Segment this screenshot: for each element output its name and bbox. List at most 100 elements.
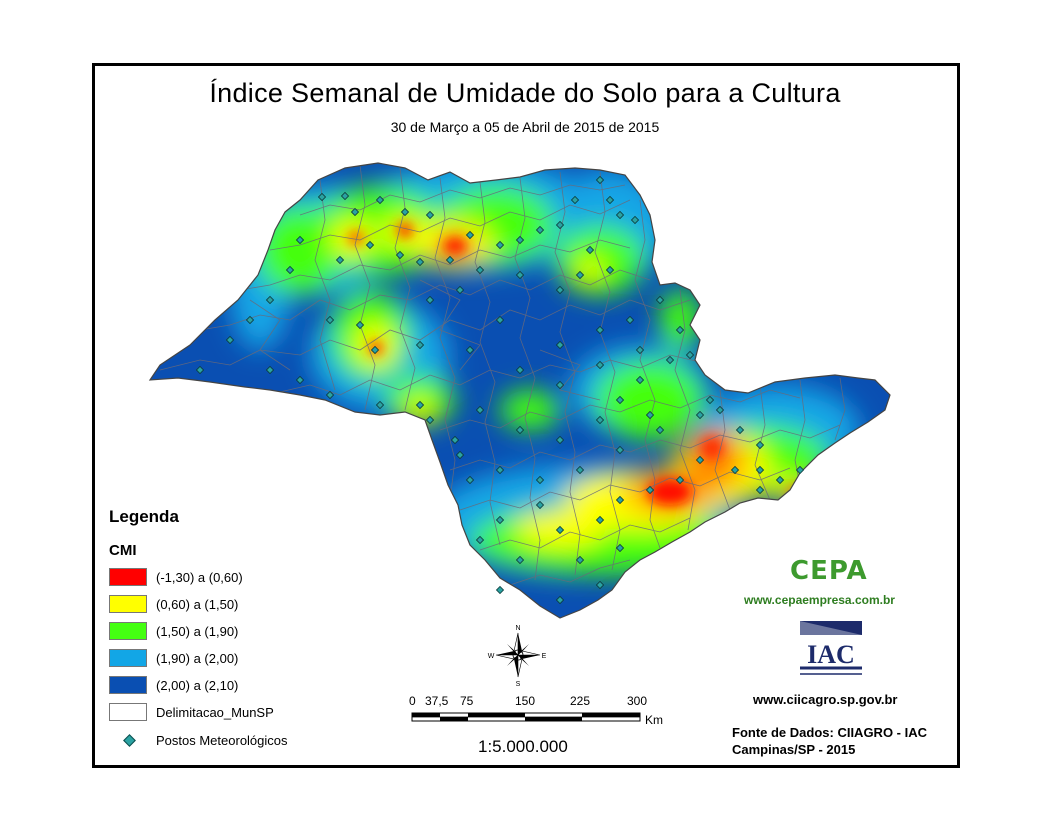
station-marker: [495, 240, 505, 250]
station-marker: [515, 270, 525, 280]
station-marker: [455, 450, 465, 460]
station-marker: [335, 255, 345, 265]
station-marker: [615, 495, 625, 505]
station-marker: [615, 543, 625, 553]
station-marker: [415, 257, 425, 267]
station-marker: [555, 285, 565, 295]
map-title: Índice Semanal de Umidade do Solo para a…: [209, 78, 841, 108]
legend-title: Legenda: [109, 507, 179, 526]
station-marker: [675, 325, 685, 335]
scale-tick: 300: [627, 694, 648, 708]
legend-stations: Postos Meteorológicos: [123, 733, 288, 748]
legend-class-1: (-1,30) a (0,60): [109, 567, 243, 587]
station-marker: [555, 220, 565, 230]
legend-swatch: [109, 703, 147, 721]
station-marker: [555, 595, 565, 605]
station-marker: [735, 425, 745, 435]
data-source-location: Campinas/SP - 2015: [732, 742, 856, 757]
ciiagro-url[interactable]: www.ciicagro.sp.gov.br: [753, 692, 898, 707]
station-marker: [665, 355, 675, 365]
cepa-url[interactable]: www.cepaempresa.com.br: [744, 593, 895, 607]
scale-tick: 75: [460, 694, 474, 708]
scale-ratio: 1:5.000.000: [478, 737, 568, 756]
legend-swatch: [109, 595, 147, 613]
station-marker: [570, 195, 580, 205]
legend-class-label: (1,90) a (2,00): [156, 650, 239, 666]
station-marker: [415, 400, 425, 410]
station-marker: [595, 415, 605, 425]
station-marker: [325, 390, 335, 400]
station-marker: [245, 315, 255, 325]
station-marker: [400, 207, 410, 217]
station-marker: [515, 235, 525, 245]
legend-class-label: (-1,30) a (0,60): [156, 569, 243, 585]
scale-tick: 150: [515, 694, 536, 708]
map-subtitle: 30 de Março a 05 de Abril de 2015 de 201…: [390, 119, 660, 135]
station-marker: [645, 485, 655, 495]
cepa-logo: CEPA: [790, 556, 868, 586]
station-marker: [265, 365, 275, 375]
south-label: S: [516, 681, 521, 688]
station-marker: [615, 210, 625, 220]
station-marker: [355, 320, 365, 330]
station-marker: [595, 515, 605, 525]
station-marker: [350, 207, 360, 217]
station-marker: [535, 475, 545, 485]
north-arrow: N S E W: [488, 625, 547, 688]
iac-logo-text: IAC: [807, 640, 855, 669]
station-marker: [475, 265, 485, 275]
station-marker: [655, 295, 665, 305]
station-marker: [685, 350, 695, 360]
station-marker: [595, 175, 605, 185]
legend-class-3: (1,50) a (1,90): [109, 621, 238, 641]
station-marker: [465, 230, 475, 240]
station-marker: [225, 335, 235, 345]
legend-swatch: [109, 568, 147, 586]
station-marker: [455, 285, 465, 295]
station-marker: [575, 465, 585, 475]
station-marker: [295, 235, 305, 245]
station-marker: [265, 295, 275, 305]
legend-class-2: (0,60) a (1,50): [109, 594, 238, 614]
state-outline: [148, 162, 891, 619]
scale-tick: 37,5: [425, 694, 449, 708]
station-marker: [495, 315, 505, 325]
station-marker: [635, 375, 645, 385]
station-marker: [515, 555, 525, 565]
station-marker: [715, 405, 725, 415]
municipal-boundaries: [159, 164, 846, 586]
legend-class-5: (2,00) a (2,10): [109, 675, 238, 695]
station-marker: [625, 315, 635, 325]
legend-stations-label: Postos Meteorológicos: [156, 733, 288, 748]
station-marker: [365, 240, 375, 250]
station-marker: [395, 250, 405, 260]
scale-unit: Km: [645, 713, 663, 727]
legend-class-label: (2,00) a (2,10): [156, 677, 239, 693]
scale-tick: 0: [409, 694, 416, 708]
station-marker: [655, 425, 665, 435]
legend-boundary: Delimitacao_MunSP: [109, 702, 274, 722]
station-marker: [370, 345, 380, 355]
station-marker: [605, 265, 615, 275]
station-marker: [285, 265, 295, 275]
station-marker: [465, 345, 475, 355]
station-marker: [635, 345, 645, 355]
station-marker: [630, 215, 640, 225]
station-marker: [425, 210, 435, 220]
legend-class-label: (1,50) a (1,90): [156, 623, 239, 639]
legend-swatch: [109, 676, 147, 694]
legend-boundary-label: Delimitacao_MunSP: [156, 704, 274, 720]
scale-tick: 225: [570, 694, 591, 708]
station-marker: [445, 255, 455, 265]
legend-variable: CMI: [109, 542, 137, 559]
station-marker: [595, 580, 605, 590]
station-marker: [515, 365, 525, 375]
iac-logo: IAC: [800, 621, 862, 679]
station-marker: [605, 195, 615, 205]
station-marker: [755, 440, 765, 450]
station-marker: [515, 425, 525, 435]
station-marker: [340, 191, 350, 201]
station-marker: [705, 395, 715, 405]
station-marker: [195, 365, 205, 375]
